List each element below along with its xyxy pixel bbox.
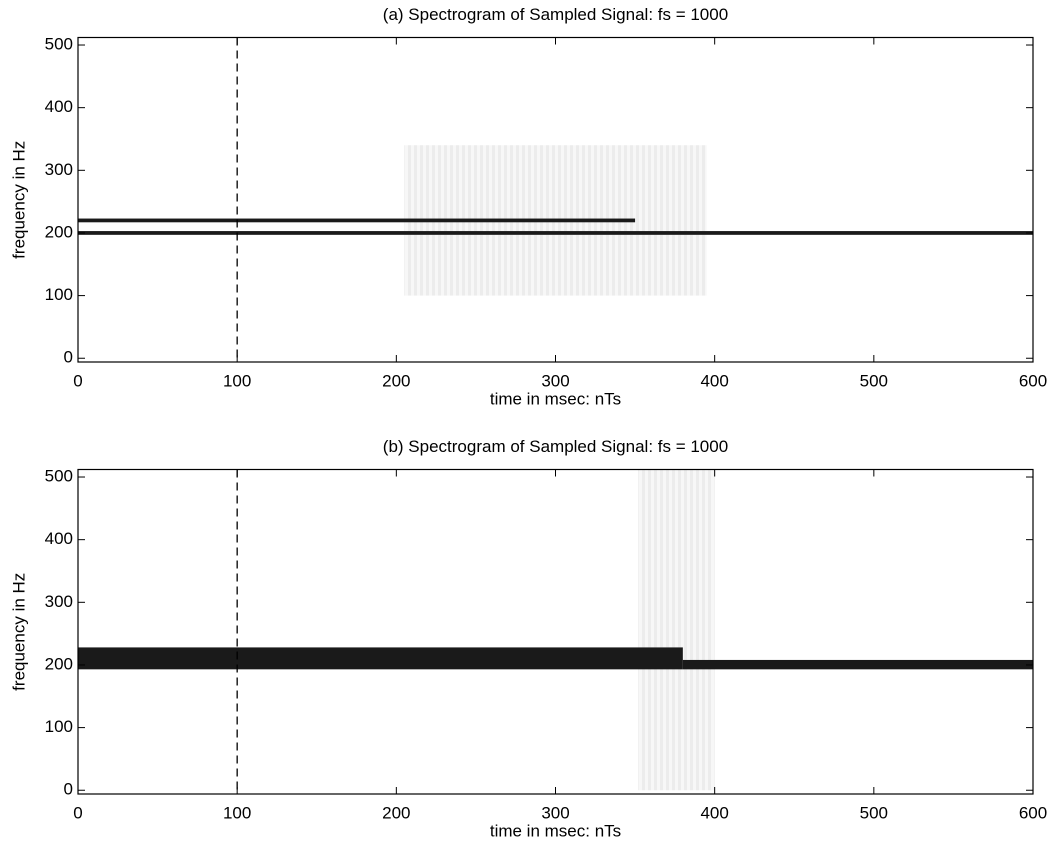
artifact-region xyxy=(638,469,715,791)
y-tick-label: 0 xyxy=(64,780,73,799)
y-tick-label: 400 xyxy=(45,529,73,548)
chart-title: (a) Spectrogram of Sampled Signal: fs = … xyxy=(383,5,728,24)
x-tick-label: 0 xyxy=(73,371,82,390)
x-tick-label: 600 xyxy=(1019,371,1047,390)
x-tick-label: 600 xyxy=(1019,803,1047,822)
plot-area xyxy=(78,469,1033,794)
y-tick-label: 100 xyxy=(45,717,73,736)
y-axis-label: frequency in Hz xyxy=(9,573,28,691)
x-tick-label: 0 xyxy=(73,803,82,822)
x-tick-label: 100 xyxy=(223,371,251,390)
frequency-track xyxy=(78,218,636,223)
y-tick-label: 500 xyxy=(45,467,73,486)
y-tick-label: 300 xyxy=(45,592,73,611)
y-tick-label: 0 xyxy=(64,348,73,367)
x-tick-label: 300 xyxy=(541,803,569,822)
x-tick-label: 500 xyxy=(860,371,888,390)
frequency-track xyxy=(78,231,1033,235)
y-tick-label: 100 xyxy=(45,285,73,304)
x-tick-label: 200 xyxy=(382,803,410,822)
x-tick-label: 300 xyxy=(541,371,569,390)
y-tick-label: 300 xyxy=(45,160,73,179)
x-tick-label: 500 xyxy=(860,803,888,822)
x-axis-label: time in msec: nTs xyxy=(490,389,621,408)
x-axis-label: time in msec: nTs xyxy=(490,821,621,840)
x-tick-label: 400 xyxy=(700,803,728,822)
chart-title: (b) Spectrogram of Sampled Signal: fs = … xyxy=(383,437,728,456)
y-tick-label: 200 xyxy=(45,654,73,673)
y-axis-label: frequency in Hz xyxy=(9,141,28,259)
x-tick-label: 100 xyxy=(223,803,251,822)
frequency-track xyxy=(682,659,1033,670)
y-tick-label: 400 xyxy=(45,97,73,116)
frequency-track xyxy=(78,647,683,670)
y-tick-label: 500 xyxy=(45,35,73,54)
x-tick-label: 200 xyxy=(382,371,410,390)
y-tick-label: 200 xyxy=(45,222,73,241)
x-tick-label: 400 xyxy=(700,371,728,390)
